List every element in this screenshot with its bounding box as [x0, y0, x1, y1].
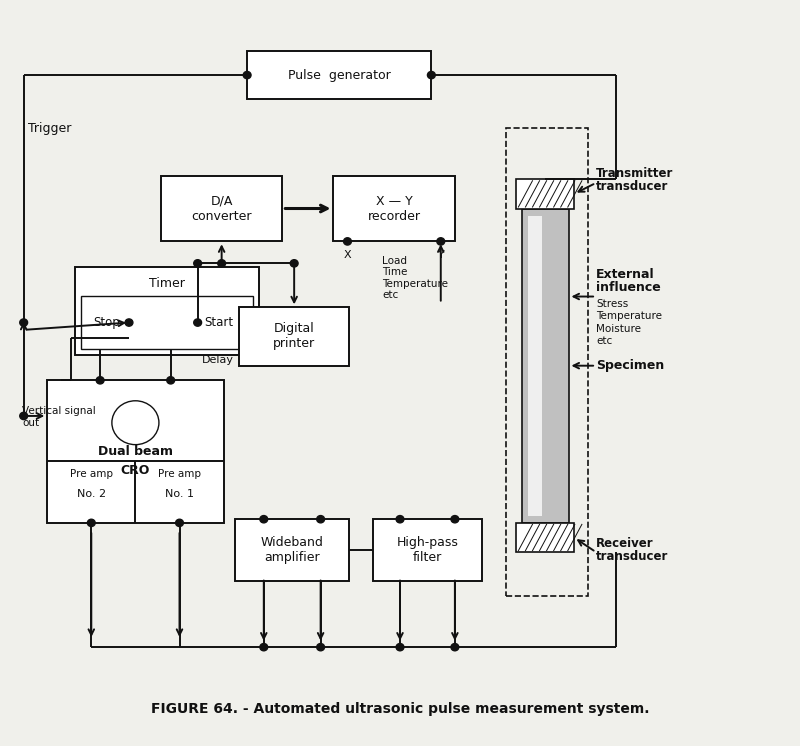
Circle shape: [20, 319, 27, 326]
Circle shape: [260, 515, 268, 523]
Circle shape: [87, 519, 95, 527]
Text: Stress: Stress: [596, 299, 628, 309]
Circle shape: [437, 238, 445, 245]
Text: transducer: transducer: [596, 550, 668, 563]
Circle shape: [125, 319, 133, 326]
Bar: [47, 380, 224, 523]
Circle shape: [96, 377, 104, 384]
Bar: [528, 216, 542, 515]
Text: Receiver: Receiver: [596, 537, 654, 550]
Text: Wideband
amplifier: Wideband amplifier: [261, 536, 324, 564]
Bar: [161, 175, 282, 242]
Bar: [522, 209, 569, 523]
Circle shape: [451, 515, 459, 523]
Bar: [247, 51, 431, 99]
Text: Delay: Delay: [202, 355, 234, 365]
Circle shape: [317, 644, 325, 651]
Text: No. 1: No. 1: [165, 489, 194, 498]
Text: External: External: [596, 268, 654, 281]
Bar: [81, 296, 253, 349]
Circle shape: [427, 72, 435, 79]
Text: Specimen: Specimen: [596, 359, 664, 372]
Circle shape: [194, 319, 202, 326]
Text: D/A
converter: D/A converter: [191, 195, 252, 222]
Text: Trigger: Trigger: [27, 122, 71, 134]
Text: No. 2: No. 2: [77, 489, 106, 498]
Bar: [239, 307, 349, 366]
Bar: [74, 267, 259, 355]
Circle shape: [290, 260, 298, 267]
Circle shape: [112, 401, 159, 445]
Circle shape: [396, 644, 404, 651]
Circle shape: [343, 238, 351, 245]
Circle shape: [243, 72, 251, 79]
Circle shape: [317, 515, 325, 523]
Circle shape: [166, 377, 174, 384]
Text: FIGURE 64. - Automated ultrasonic pulse measurement system.: FIGURE 64. - Automated ultrasonic pulse …: [150, 702, 650, 716]
Text: High-pass
filter: High-pass filter: [397, 536, 458, 564]
Text: Start: Start: [204, 316, 233, 329]
Text: Y: Y: [438, 250, 445, 260]
Circle shape: [396, 515, 404, 523]
Bar: [334, 175, 455, 242]
Text: X: X: [343, 250, 351, 260]
Text: influence: influence: [596, 281, 661, 294]
Bar: [516, 179, 574, 209]
Text: Transmitter: Transmitter: [596, 167, 674, 180]
Text: Pre amp: Pre amp: [158, 469, 201, 479]
Circle shape: [194, 260, 202, 267]
Text: Digital
printer: Digital printer: [273, 322, 315, 351]
Bar: [235, 519, 349, 581]
Text: Vertical signal
out: Vertical signal out: [22, 406, 96, 427]
Bar: [373, 519, 482, 581]
Text: etc: etc: [596, 336, 612, 346]
Text: Moisture: Moisture: [596, 324, 641, 333]
Circle shape: [451, 644, 459, 651]
Text: Timer: Timer: [149, 277, 185, 289]
Bar: [516, 523, 574, 552]
Text: CRO: CRO: [121, 463, 150, 477]
Circle shape: [260, 644, 268, 651]
Text: Temperature: Temperature: [596, 311, 662, 322]
Circle shape: [218, 260, 226, 267]
Text: Dual beam: Dual beam: [98, 445, 173, 458]
Text: Pulse  generator: Pulse generator: [288, 69, 390, 81]
Text: transducer: transducer: [596, 180, 668, 193]
Text: Stop: Stop: [93, 316, 119, 329]
Text: Pre amp: Pre amp: [70, 469, 113, 479]
Circle shape: [20, 413, 27, 419]
Bar: [506, 128, 588, 596]
Circle shape: [175, 519, 183, 527]
Text: X — Y
recorder: X — Y recorder: [368, 195, 421, 222]
Text: Load
Time
Temperature
etc: Load Time Temperature etc: [382, 256, 448, 301]
